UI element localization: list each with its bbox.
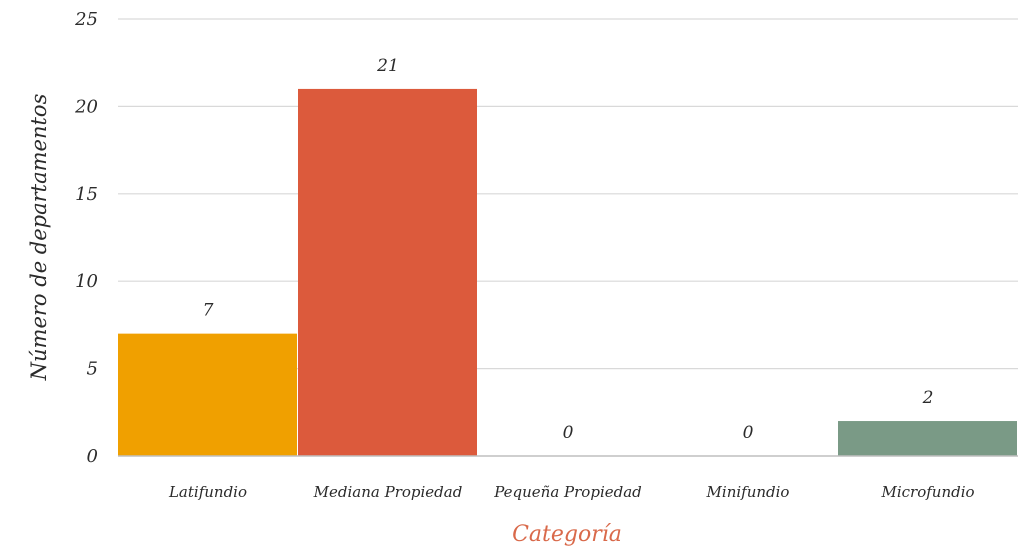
y-tick-label: 0 — [87, 446, 98, 467]
y-tick-label: 15 — [75, 184, 98, 205]
y-tick-label: 20 — [74, 96, 98, 117]
data-label: 21 — [376, 56, 399, 76]
y-tick-labels: 0 5 10 15 20 25 — [74, 9, 98, 467]
data-label: 0 — [743, 423, 754, 443]
data-label: 7 — [203, 301, 214, 321]
bar-0 — [118, 333, 297, 456]
category-label: Minifundio — [706, 483, 790, 501]
category-label: Mediana Propiedad — [313, 483, 463, 501]
x-category-labels: Latifundio Mediana Propiedad Pequeña Propi… — [168, 483, 975, 501]
data-label: 2 — [922, 388, 934, 408]
y-tick-label: 10 — [75, 271, 98, 292]
category-label: Latifundio — [168, 483, 247, 501]
bars — [118, 88, 1017, 457]
bar-1 — [298, 88, 477, 457]
y-axis-title: Número de departamentos — [27, 93, 51, 381]
category-label: Pequeña Propiedad — [493, 483, 642, 501]
data-label: 0 — [563, 423, 574, 443]
y-tick-label: 25 — [74, 9, 98, 30]
category-label: Microfundio — [880, 483, 974, 501]
gridlines — [118, 18, 1018, 370]
x-axis-title: Categoría — [512, 522, 622, 547]
data-labels: 7 21 0 0 2 — [203, 56, 934, 443]
y-tick-label: 5 — [87, 359, 98, 380]
bar-4 — [838, 421, 1017, 456]
